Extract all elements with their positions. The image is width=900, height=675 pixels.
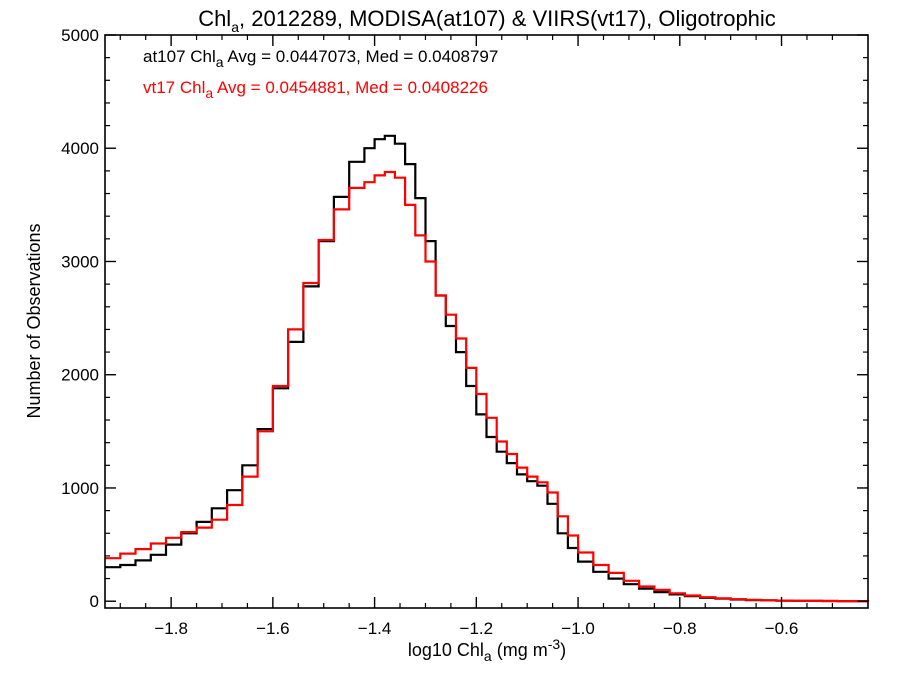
- chart-title: Chla, 2012289, MODISA(at107) & VIIRS(vt1…: [198, 6, 776, 35]
- x-tick-label: −0.8: [663, 619, 697, 638]
- y-tick-label: 3000: [61, 252, 99, 271]
- x-axis: −1.8 −1.6 −1.4 −1.2 −1.0 −0.8 −0.6: [119, 35, 833, 638]
- x-axis-label-post: (mg m: [492, 640, 548, 660]
- chart-title-sub: a: [231, 19, 239, 35]
- annotation-vt17-pre: vt17 Chl: [143, 78, 205, 97]
- annotation-at107-pre: at107 Chl: [143, 47, 216, 66]
- y-tick-label: 4000: [61, 139, 99, 158]
- annotation-at107: at107 Chla Avg = 0.0447073, Med = 0.0408…: [143, 47, 498, 70]
- x-axis-label-sup: -3: [548, 636, 561, 652]
- x-tick-label: −1.2: [460, 619, 494, 638]
- x-axis-label: log10 Chla (mg m-3): [408, 636, 566, 664]
- x-tick-label: −1.4: [358, 619, 392, 638]
- annotation-at107-sub: a: [216, 54, 224, 70]
- y-tick-label: 1000: [61, 479, 99, 498]
- y-tick-label: 5000: [61, 26, 99, 45]
- y-tick-label: 2000: [61, 366, 99, 385]
- y-axis-label: Number of Observations: [24, 223, 44, 418]
- x-axis-label-end: ): [560, 640, 566, 660]
- annotation-vt17-post: Avg = 0.0454881, Med = 0.0408226: [213, 78, 488, 97]
- series-line-1: [105, 170, 870, 603]
- chart-title-pre: Chl: [198, 6, 231, 31]
- y-tick-label: 0: [90, 592, 99, 611]
- series-layer: [105, 134, 870, 603]
- x-tick-label: −1.0: [561, 619, 595, 638]
- plot-frame: [104, 34, 869, 609]
- y-axis: 0 1000 2000 3000 4000 5000: [61, 26, 868, 611]
- annotation-at107-post: Avg = 0.0447073, Med = 0.0408797: [224, 47, 499, 66]
- x-axis-label-sub: a: [484, 648, 492, 664]
- series-line-0: [105, 134, 870, 603]
- x-axis-label-pre: log10 Chl: [408, 640, 484, 660]
- x-tick-label: −1.8: [154, 619, 188, 638]
- chart-title-post: , 2012289, MODISA(at107) & VIIRS(vt17), …: [239, 6, 776, 31]
- x-tick-label: −0.6: [765, 619, 799, 638]
- x-tick-label: −1.6: [256, 619, 290, 638]
- annotation-vt17-sub: a: [205, 85, 213, 101]
- annotation-vt17: vt17 Chla Avg = 0.0454881, Med = 0.04082…: [143, 78, 488, 101]
